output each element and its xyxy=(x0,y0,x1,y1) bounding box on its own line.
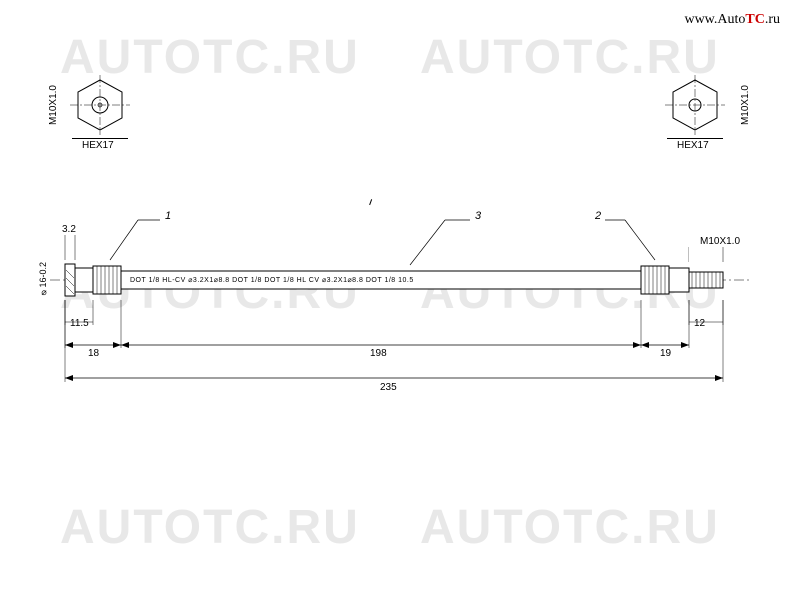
callout-3: 3 xyxy=(475,210,481,222)
hose-marking-text: DOT 1/8 HL-CV ⌀3.2X1⌀8.8 DOT 1/8 DOT 1/8… xyxy=(130,276,630,284)
site-logo: www.AutoTC.ru xyxy=(684,12,780,28)
logo-prefix: www.Auto xyxy=(684,12,745,27)
left-thread-label: M10X1.0 xyxy=(48,85,59,125)
watermark: AUTOTC.RU xyxy=(420,500,720,555)
callout-2: 2 xyxy=(595,210,601,222)
dim-235: 235 xyxy=(380,382,397,393)
dim-total xyxy=(60,300,740,390)
watermark: AUTOTC.RU xyxy=(60,500,360,555)
logo-suffix: .ru xyxy=(765,12,780,27)
logo-tc: TC xyxy=(745,12,764,27)
dim-diameter: ⌀16-0.2 xyxy=(38,262,48,298)
callout-leaders xyxy=(50,210,750,270)
right-hex-fitting xyxy=(665,75,725,135)
callout-1: 1 xyxy=(165,210,171,222)
right-thread-label: M10X1.0 xyxy=(740,85,751,125)
left-hex-fitting xyxy=(70,75,130,135)
